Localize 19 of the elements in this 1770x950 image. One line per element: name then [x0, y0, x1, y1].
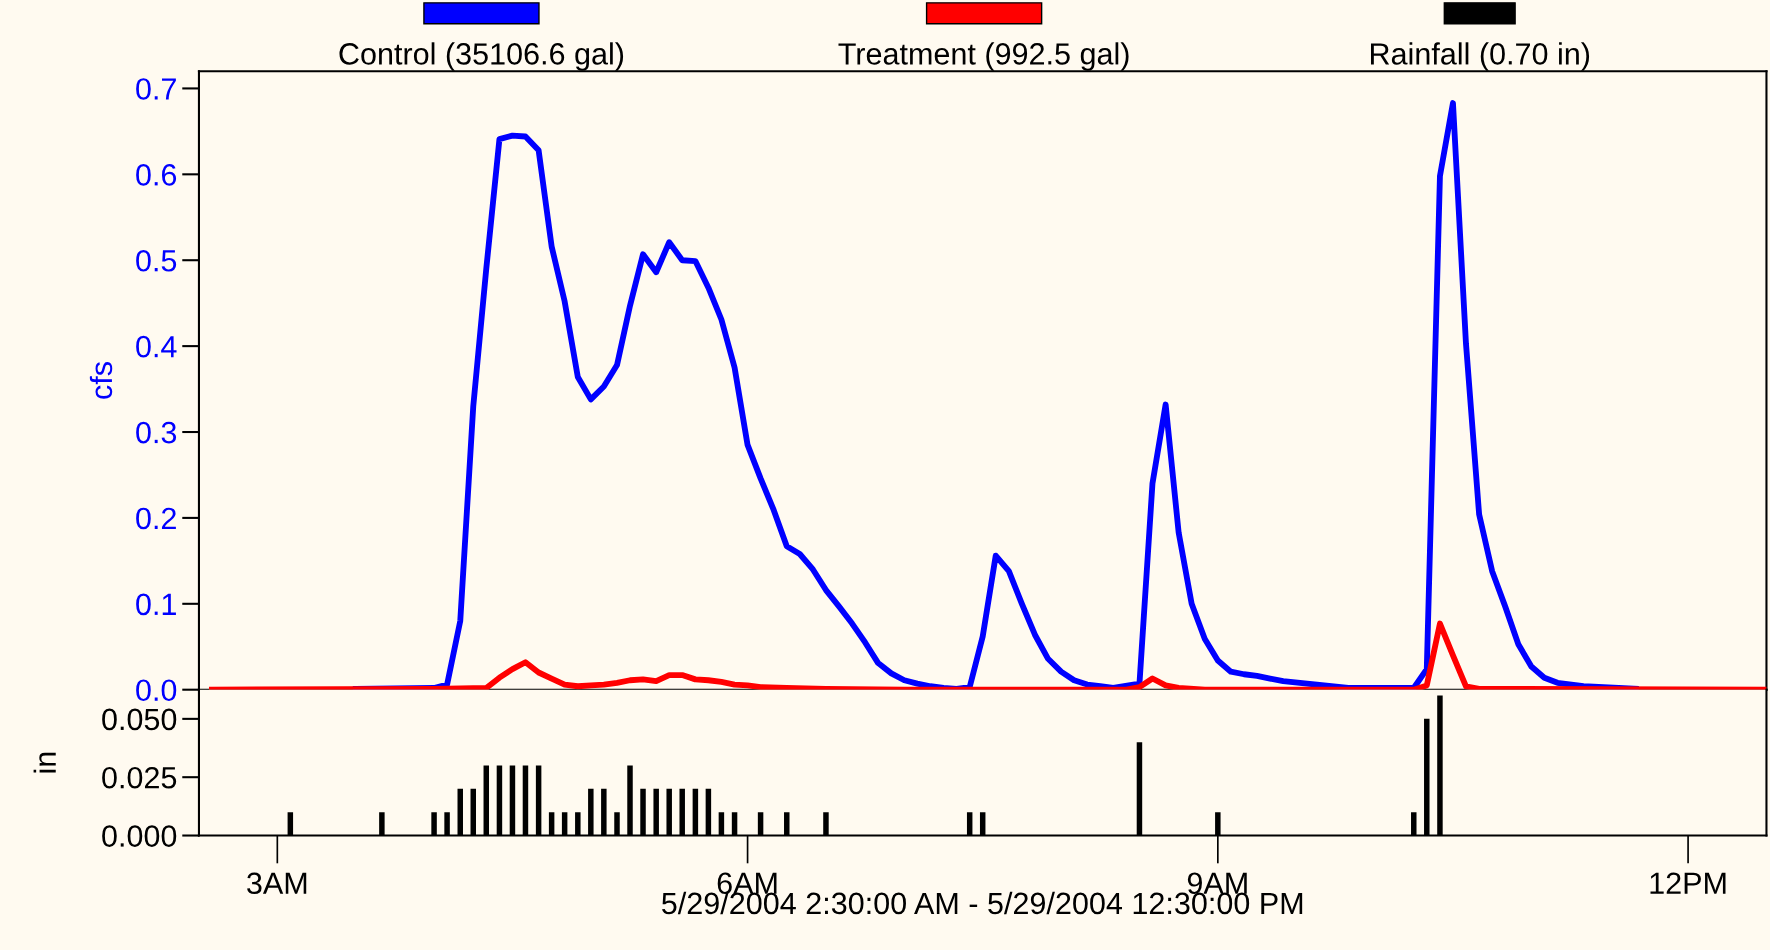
y-tick-label: 0.0	[136, 679, 177, 702]
y-tick-label: 0.5	[136, 249, 177, 272]
y-tick-label: 0.6	[136, 164, 177, 186]
y-tick-label: 0.025	[102, 766, 177, 789]
y-tick-label: 0.000	[102, 825, 177, 847]
legend-label: Rainfall (0.70 in)	[1370, 42, 1590, 71]
x-tick-label: 9AM	[1187, 872, 1247, 895]
legend-label: Treatment (992.5 gal)	[838, 42, 1129, 71]
y-tick-label: 0.2	[136, 507, 176, 530]
y-tick-label: 0.4	[136, 335, 177, 358]
x-tick-label: 3AM	[247, 872, 307, 895]
y-tick-label: 0.3	[136, 421, 177, 444]
y-tick-label: 0.050	[102, 708, 177, 731]
y-tick-label: 0.7	[136, 78, 176, 100]
legend-label: Control (35106.6 gal)	[339, 42, 624, 71]
x-tick-label: 12PM	[1650, 872, 1726, 894]
y-axis-title: cfs	[89, 362, 113, 399]
y-tick-label: 0.1	[136, 593, 176, 616]
y-axis-title: in	[33, 752, 56, 773]
